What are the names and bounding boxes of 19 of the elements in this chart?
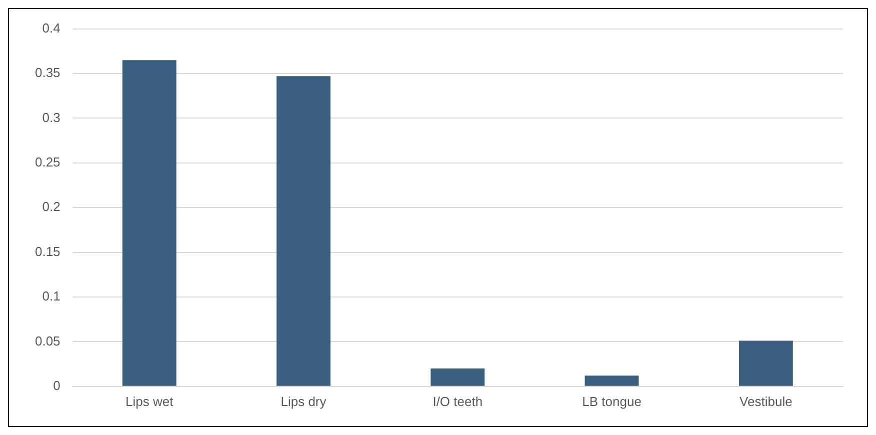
y-tick-label: 0.35 — [34, 65, 60, 80]
y-tick-label: 0.25 — [34, 154, 60, 170]
bar — [122, 60, 176, 386]
x-tick-label: I/O teeth — [432, 394, 483, 409]
bar — [430, 368, 485, 386]
y-tick-label: 0.3 — [42, 110, 60, 125]
x-tick-label: Lips dry — [280, 394, 327, 409]
x-tick-label: Lips wet — [126, 394, 174, 409]
bar — [584, 376, 639, 386]
x-tick-label: Vestibule — [740, 394, 792, 409]
y-tick-label: 0.1 — [42, 288, 60, 304]
y-tick-label: 0.05 — [34, 333, 60, 348]
y-tick-label: 0.15 — [34, 244, 60, 259]
y-tick-label: 0.2 — [42, 199, 60, 214]
x-tick-label: LB tongue — [582, 394, 642, 409]
bar — [738, 340, 793, 386]
bar — [276, 76, 330, 386]
y-tick-label: 0 — [53, 378, 60, 393]
y-tick-label: 0.4 — [42, 20, 60, 36]
